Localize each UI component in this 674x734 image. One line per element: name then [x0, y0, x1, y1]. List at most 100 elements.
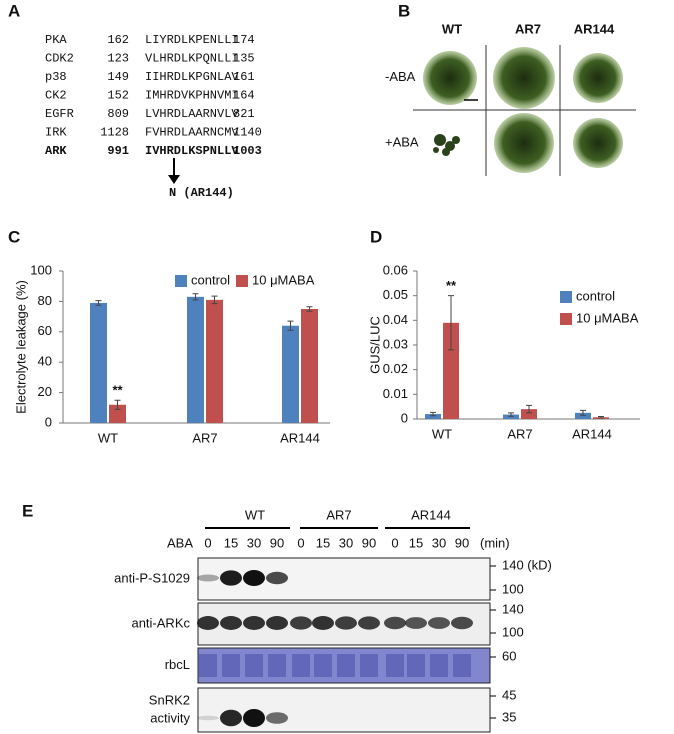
error-bar [448, 295, 454, 351]
significance: ** [446, 278, 457, 293]
time-label: 90 [270, 535, 284, 550]
y-tick-label: 80 [38, 293, 52, 308]
error-bar [580, 409, 586, 416]
marker-label: 140 (kD) [502, 557, 552, 572]
y-tick-label: 40 [38, 354, 52, 369]
end-position: 135 [233, 52, 255, 66]
blot-label: SnRK2 [149, 692, 190, 707]
blot-label: anti-ARKc [131, 615, 190, 630]
band [197, 574, 219, 582]
row-label: -ABA [385, 69, 416, 84]
panel-label: B [398, 1, 410, 20]
marker-label: 45 [502, 687, 516, 702]
time-label: 15 [224, 535, 238, 550]
band [312, 616, 334, 630]
time-label: 30 [247, 535, 261, 550]
end-position: 164 [233, 89, 255, 103]
start-position: 991 [107, 144, 129, 158]
error-bar [192, 293, 199, 301]
rbcl-band [245, 654, 263, 677]
moss-colony [423, 51, 477, 105]
legend-label: control [191, 272, 230, 287]
band [220, 570, 242, 586]
y-tick-label: 0.05 [383, 287, 408, 302]
rbcl-band [453, 654, 471, 677]
moss-colony [493, 47, 555, 109]
time-label: 90 [455, 535, 469, 550]
time-label: 0 [204, 535, 211, 550]
band [266, 712, 288, 724]
blot-label: anti-P-S1029 [114, 570, 190, 585]
rbcl-band [268, 654, 286, 677]
bar [425, 414, 441, 419]
column-header: AR144 [574, 21, 615, 36]
end-position: 1003 [233, 144, 262, 158]
sequence: LVHRDLAARNVLV [145, 107, 239, 121]
start-position: 152 [107, 89, 129, 103]
time-label: 30 [339, 535, 353, 550]
band [266, 616, 288, 630]
y-tick-label: 0.03 [383, 336, 408, 351]
sequence: LIYRDLKPENLLI [145, 33, 239, 47]
y-tick-label: 20 [38, 384, 52, 399]
rbcl-band [430, 654, 448, 677]
moss-fragment [434, 134, 446, 146]
panel-label: C [8, 227, 20, 246]
protein-name: CDK2 [45, 52, 74, 66]
band [290, 616, 312, 630]
bar [282, 325, 299, 423]
y-axis-label: Electrolyte leakage (%) [13, 280, 28, 414]
x-tick-label: AR144 [572, 426, 612, 441]
protein-name: IRK [45, 126, 67, 140]
sequence: IVHRDLKSPNLLV [145, 144, 239, 158]
band [358, 616, 380, 630]
rbcl-band [199, 654, 217, 677]
start-position: 809 [107, 107, 129, 121]
legend-label: 10 μMABA [252, 272, 315, 287]
bar [109, 404, 126, 423]
band [220, 709, 242, 727]
start-position: 1128 [100, 126, 129, 140]
marker-label: 140 [502, 601, 524, 616]
band [197, 715, 219, 721]
moss-fragment [433, 147, 439, 153]
x-tick-label: WT [432, 426, 452, 441]
rbcl-band [314, 654, 332, 677]
protein-name: EGFR [45, 107, 74, 121]
moss-colony [573, 118, 623, 168]
legend-swatch [560, 291, 572, 303]
y-tick-label: 0.04 [383, 312, 408, 327]
group-label: AR7 [326, 507, 351, 522]
panel-label: E [22, 501, 33, 520]
moss-colony [573, 53, 623, 103]
time-label: 0 [391, 535, 398, 550]
marker-label: 35 [502, 709, 516, 724]
protein-name: CK2 [45, 89, 67, 103]
y-tick-label: 0 [45, 414, 52, 429]
moss-fragment [452, 136, 460, 144]
protein-name: ARK [45, 144, 67, 158]
group-label: AR144 [411, 507, 451, 522]
panel-label: D [370, 227, 382, 246]
time-label: 30 [432, 535, 446, 550]
start-position: 149 [107, 70, 129, 84]
y-tick-label: 0.06 [383, 262, 408, 277]
blot-label: activity [150, 710, 190, 725]
band [243, 570, 265, 586]
x-tick-label: WT [98, 430, 118, 445]
start-position: 162 [107, 33, 129, 47]
rbcl-band [292, 654, 310, 677]
legend-label: control [576, 288, 615, 303]
panel-label: A [8, 1, 20, 20]
bar [90, 302, 107, 423]
moss-fragment [442, 148, 450, 156]
marker-label: 100 [502, 624, 524, 639]
y-tick-label: 0.01 [383, 386, 408, 401]
error-bar [430, 411, 436, 417]
marker-label: 100 [502, 581, 524, 596]
rbcl-band [360, 654, 378, 677]
legend-label: 10 μMABA [576, 310, 639, 325]
sequence: VLHRDLKPQNLLI [145, 52, 239, 66]
bar [206, 299, 223, 423]
